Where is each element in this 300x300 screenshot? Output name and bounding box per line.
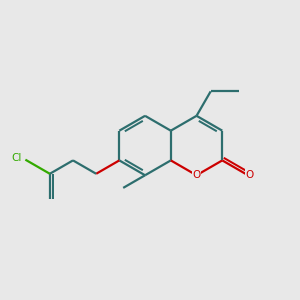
Text: O: O <box>246 169 254 179</box>
Text: O: O <box>192 170 201 180</box>
Text: Cl: Cl <box>11 153 22 163</box>
